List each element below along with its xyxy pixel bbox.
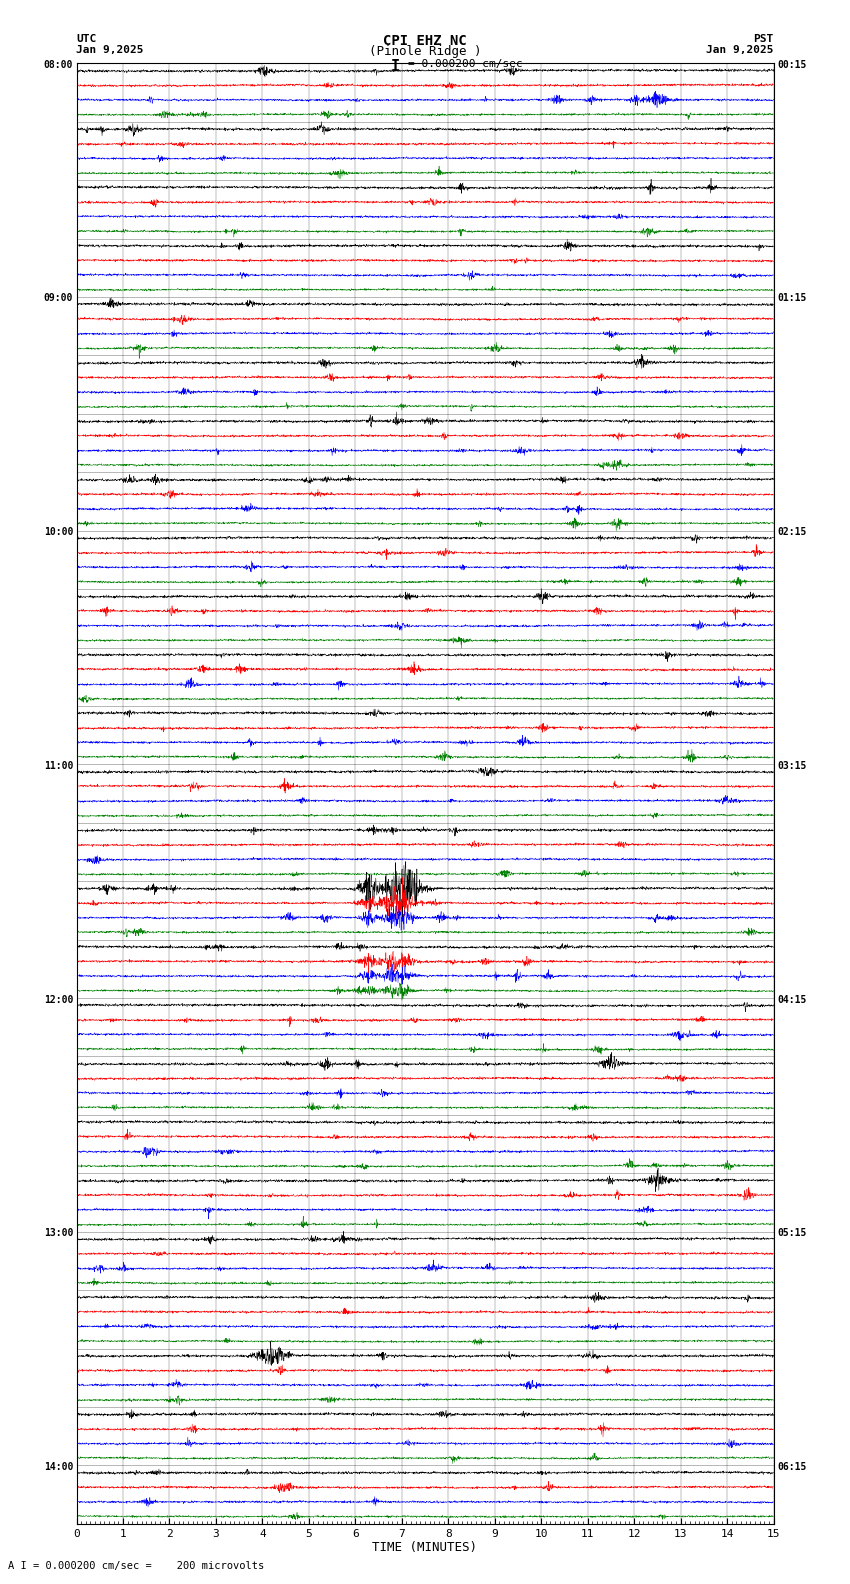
X-axis label: TIME (MINUTES): TIME (MINUTES) bbox=[372, 1541, 478, 1554]
Text: A I = 0.000200 cm/sec =    200 microvolts: A I = 0.000200 cm/sec = 200 microvolts bbox=[8, 1562, 264, 1571]
Text: 12:00: 12:00 bbox=[43, 995, 73, 1004]
Text: CPI EHZ NC: CPI EHZ NC bbox=[383, 33, 467, 48]
Text: PST: PST bbox=[753, 33, 774, 44]
Text: 14:00: 14:00 bbox=[43, 1462, 73, 1472]
Text: 01:15: 01:15 bbox=[777, 293, 807, 304]
Text: 08:00: 08:00 bbox=[43, 60, 73, 70]
Text: 04:15: 04:15 bbox=[777, 995, 807, 1004]
Text: 06:15: 06:15 bbox=[777, 1462, 807, 1472]
Text: (Pinole Ridge ): (Pinole Ridge ) bbox=[369, 44, 481, 59]
Text: 11:00: 11:00 bbox=[43, 760, 73, 771]
Text: Jan 9,2025: Jan 9,2025 bbox=[76, 44, 144, 55]
Text: 03:15: 03:15 bbox=[777, 760, 807, 771]
Text: UTC: UTC bbox=[76, 33, 97, 44]
Text: 09:00: 09:00 bbox=[43, 293, 73, 304]
Text: 05:15: 05:15 bbox=[777, 1228, 807, 1239]
Text: 13:00: 13:00 bbox=[43, 1228, 73, 1239]
Text: = 0.000200 cm/sec: = 0.000200 cm/sec bbox=[408, 59, 523, 68]
Text: Jan 9,2025: Jan 9,2025 bbox=[706, 44, 774, 55]
Text: 00:15: 00:15 bbox=[777, 60, 807, 70]
Text: I: I bbox=[391, 59, 399, 73]
Text: 10:00: 10:00 bbox=[43, 527, 73, 537]
Text: 02:15: 02:15 bbox=[777, 527, 807, 537]
